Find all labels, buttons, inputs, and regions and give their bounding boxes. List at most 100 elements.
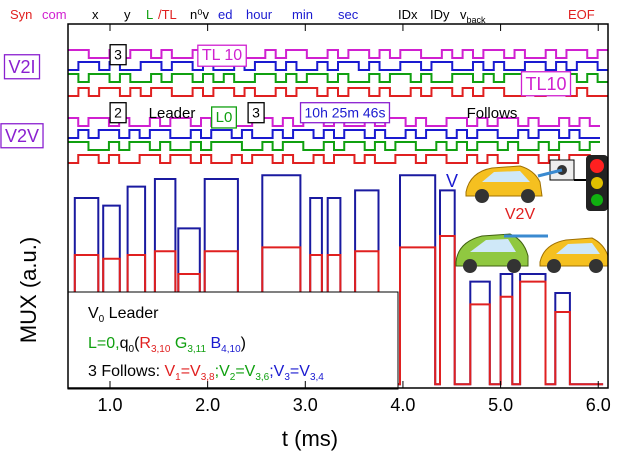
annotation: V2I: [8, 57, 35, 77]
annotation-box: [520, 71, 572, 97]
x-tick-label: 1.0: [97, 395, 122, 415]
header-text: IDy: [430, 7, 450, 22]
legend-sub: 4,10: [221, 344, 241, 355]
legend-sub: 1: [175, 372, 181, 383]
legend-run: ;V: [269, 363, 284, 380]
x-tick-label: 3.0: [293, 395, 318, 415]
car-yellow-1: [465, 165, 543, 203]
bit-trace: [68, 154, 600, 164]
annotation: Leader: [149, 105, 196, 122]
header-text: sec: [338, 7, 359, 22]
header-text: y: [124, 7, 131, 22]
legend-run: V: [164, 363, 175, 380]
legend-sub: 0: [129, 344, 135, 355]
header-text: ed: [218, 7, 232, 22]
x-tick-label: 6.0: [586, 395, 611, 415]
header-label: hour: [246, 7, 273, 22]
legend-sub: 3,8: [201, 372, 215, 383]
legend-run: ;V: [215, 363, 230, 380]
car-green: [455, 233, 529, 273]
legend-sub: 2: [230, 372, 236, 383]
legend-line: 3 Follows: V1=V3,8;V2=V3,6;V3=V3,4: [88, 363, 324, 382]
legend-run: q: [120, 335, 129, 352]
annotation: V2V: [5, 126, 39, 146]
header-label: x: [92, 7, 99, 22]
annotation-box: [3, 54, 41, 80]
header-text: IDx: [398, 7, 418, 22]
legend-run: =V: [235, 363, 255, 380]
header-text: EOF: [568, 7, 595, 22]
annotation: 3: [114, 47, 122, 63]
annotation: Follows: [467, 105, 518, 122]
legend-sub: 3: [284, 372, 290, 383]
header-text: v: [460, 7, 467, 22]
annotation: TL 10: [202, 47, 242, 64]
legend-run: Leader: [104, 305, 159, 322]
legend-sub: 3,4: [310, 372, 324, 383]
header-text: /TL: [158, 7, 177, 22]
annotation: 2: [114, 105, 122, 121]
header-text: hour: [246, 7, 273, 22]
annotation-box: [247, 102, 265, 124]
header-label: Syn: [10, 7, 32, 22]
header-label: IDx: [398, 7, 418, 22]
legend-run: (: [134, 335, 140, 352]
annotation-box: [299, 102, 391, 124]
x-tick-label: 4.0: [390, 395, 415, 415]
header-label: com: [42, 7, 67, 22]
annotation-box: [109, 102, 127, 124]
legend-run: G: [170, 335, 187, 352]
header-label: min: [292, 7, 313, 22]
annotation: TL10: [525, 74, 566, 94]
bit-trace: [68, 87, 608, 97]
legend-line: V0 Leader: [88, 305, 159, 324]
x-tick-label: 2.0: [195, 395, 220, 415]
legend-run: V: [88, 305, 99, 322]
arrow: [537, 168, 563, 178]
legend-run: L=0,: [88, 335, 120, 352]
annotation: 10h 25m 46s: [305, 105, 386, 121]
legend-box: [67, 291, 399, 390]
legend-run: R: [139, 335, 151, 352]
digital-traces: [68, 49, 608, 164]
bit-trace: [68, 61, 608, 71]
legend-sub: 3,10: [151, 344, 171, 355]
legend-sub: 3,11: [187, 344, 206, 355]
header-label: vback: [460, 7, 486, 25]
header-text: n⁰v: [190, 7, 209, 22]
header-label: ed: [218, 7, 232, 22]
legend-sub: 0: [99, 314, 105, 325]
annotation: V: [446, 171, 458, 191]
header-label: /TL: [158, 7, 177, 22]
header-label: sec: [338, 7, 359, 22]
annotation: L0: [216, 109, 233, 126]
legend-sub: 3,6: [255, 372, 269, 383]
header-text: com: [42, 7, 67, 22]
annotation-box: [109, 44, 127, 66]
header-sub: back: [467, 15, 487, 25]
bit-trace: [68, 49, 608, 59]
bit-trace: [68, 141, 600, 151]
annotation: 3: [252, 105, 260, 121]
legend-run: =V: [181, 363, 201, 380]
legend-run: ): [241, 335, 246, 352]
annotation-box: [211, 106, 237, 129]
header-label: y: [124, 7, 131, 22]
annotation-box: [197, 44, 247, 67]
legend-run: 3 Follows:: [88, 363, 164, 380]
header-label: L: [146, 7, 153, 22]
x-axis-label: t (ms): [282, 426, 338, 451]
header-text: Syn: [10, 7, 32, 22]
header-text: x: [92, 7, 99, 22]
x-tick-label: 5.0: [488, 395, 513, 415]
annotation-box: [0, 123, 44, 149]
header-label: IDy: [430, 7, 450, 22]
header-label: EOF: [568, 7, 595, 22]
y-axis-label: MUX (a.u.): [16, 237, 41, 343]
legend-run: =V: [290, 363, 310, 380]
annotation: V2V: [505, 206, 536, 223]
header-text: L: [146, 7, 153, 22]
header-text: min: [292, 7, 313, 22]
